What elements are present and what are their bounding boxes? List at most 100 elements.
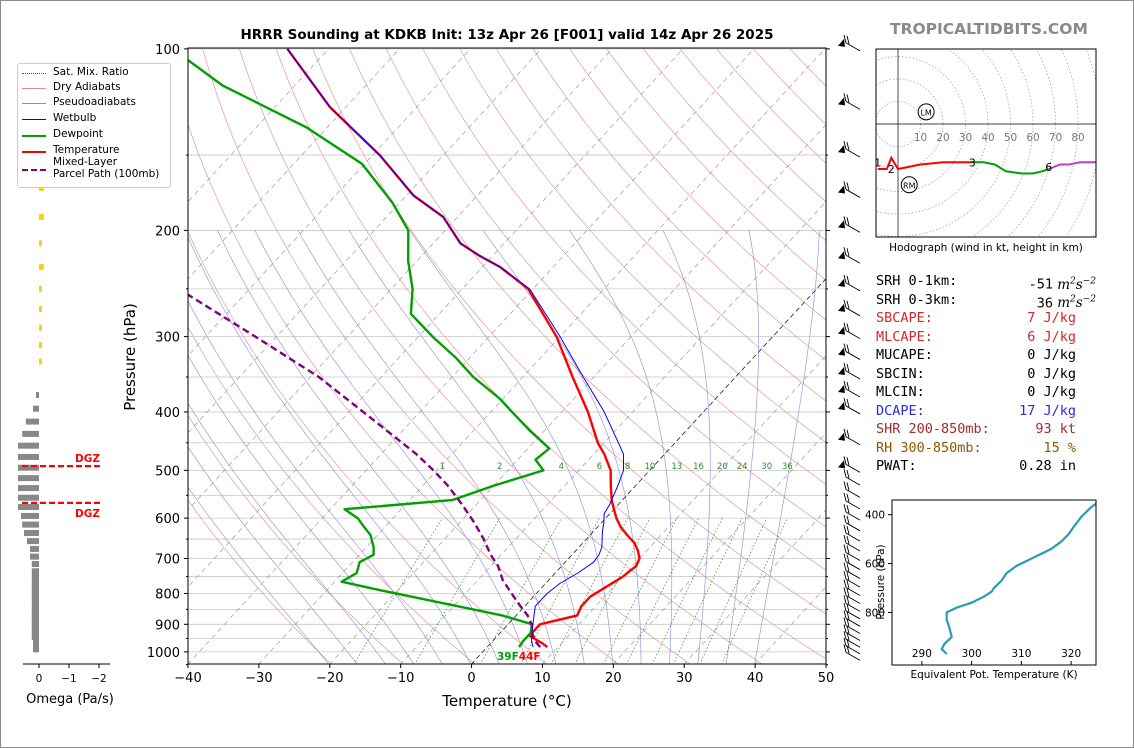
wind-barb <box>843 587 861 604</box>
dry-adiabat-line <box>459 48 826 443</box>
dry-adiabat-line <box>188 230 547 664</box>
omega-bar <box>18 442 39 449</box>
legend-swatch <box>22 119 46 120</box>
dgz-label: DGZ <box>75 508 100 520</box>
mixing-ratio-label: 10 <box>644 462 655 472</box>
dry-adiabat-line <box>188 414 404 664</box>
stat-number: 15 % <box>1043 439 1076 456</box>
wind-barb <box>843 504 861 521</box>
stat-row: SBCAPE: 7 J/kg <box>876 309 1106 328</box>
omega-bar <box>31 607 39 614</box>
dry-adiabat-line <box>422 48 826 485</box>
stat-value: 17 J/kg <box>1019 402 1076 421</box>
stat-label: SHR 200-850mb: <box>876 421 990 437</box>
series-wetbulb <box>286 48 624 648</box>
omega-panel: DGZ DGZ 0 −1 −2 Omega (Pa/s) <box>18 152 114 707</box>
omega-bar <box>22 521 39 528</box>
omega-bar <box>18 485 39 492</box>
legend-swatch <box>22 88 46 89</box>
hodograph-height-label: 1 <box>874 156 881 169</box>
stat-row: MLCAPE: 6 J/kg <box>876 328 1106 347</box>
isotherm-line <box>188 48 400 280</box>
stat-label: RH 300-850mb: <box>876 439 982 456</box>
pseudoadiabat-line <box>725 230 759 664</box>
y-tick-label: 200 <box>155 224 180 239</box>
mixing-ratio-label: 20 <box>717 462 728 472</box>
theta-e-x-tick-label: 320 <box>1061 648 1081 660</box>
isotherm-line <box>188 48 542 434</box>
hodograph-ring-label: 50 <box>1004 132 1017 144</box>
dry-adiabat-line <box>385 48 826 528</box>
stat-label: SRH 0-1km: <box>876 273 958 289</box>
y-tick-label: 700 <box>155 552 180 567</box>
wind-barb <box>843 534 861 552</box>
hodograph-caption: Hodograph (wind in kt, height in km) <box>889 242 1083 254</box>
wind-barb <box>843 624 861 641</box>
hodograph-height-label: 3 <box>969 156 976 169</box>
omega-bar <box>31 625 39 632</box>
wind-barb <box>838 216 861 233</box>
theta-e-x-tick-label: 310 <box>1011 648 1031 660</box>
legend-label: Sat. Mix. Ratio <box>53 66 129 78</box>
isotherm-line <box>188 48 613 511</box>
omega-bar <box>31 568 39 575</box>
hodograph-ring-label: 60 <box>1026 132 1039 144</box>
hodograph-ring-label: 30 <box>959 132 972 144</box>
mixing-ratio-line <box>414 517 501 664</box>
x-tick-label: 50 <box>818 671 835 686</box>
theta-e-line <box>940 502 1096 655</box>
mixing-ratio-line <box>353 517 443 664</box>
stat-unit: m2s−2 <box>1052 276 1096 293</box>
legend-label: Temperature <box>53 144 120 156</box>
mixing-ratio-line <box>603 517 678 664</box>
y-tick-label: 100 <box>155 43 180 58</box>
omega-bar <box>25 418 39 425</box>
omega-bar <box>31 616 39 623</box>
wind-barb <box>843 602 861 620</box>
omega-bar <box>18 453 39 460</box>
hodograph-ring-label: 70 <box>1049 132 1062 144</box>
stat-number: 17 J/kg <box>1019 402 1076 419</box>
stat-label: DCAPE: <box>876 402 925 419</box>
stat-value: 36 m2s−2 <box>1037 291 1096 313</box>
mixing-ratio-line <box>574 517 651 664</box>
wind-barb <box>843 631 861 648</box>
stat-number: 36 <box>1036 295 1053 311</box>
dry-adiabat-line <box>496 48 826 402</box>
wind-barb <box>838 247 861 264</box>
omega-bar <box>31 603 39 610</box>
x-tick-label: 40 <box>747 671 764 686</box>
pseudoadiabat-line <box>409 230 613 664</box>
x-axis-label: Temperature (°C) <box>441 692 571 710</box>
omega-bar <box>33 405 39 412</box>
y-axis-label: Pressure (hPa) <box>121 303 139 411</box>
omega-bar <box>31 629 39 636</box>
isotherm-line <box>400 201 826 664</box>
hodograph-ring-label: 80 <box>1071 132 1084 144</box>
stat-row: SBCIN: 0 J/kg <box>876 365 1106 384</box>
omega-bar <box>31 634 39 641</box>
series-temperature <box>286 48 641 649</box>
dry-adiabat-line <box>312 48 826 615</box>
y-tick-label: 800 <box>155 587 180 602</box>
hodograph-panel: 10 20 30 40 50 60 70 80 12 3 6 9 LM RM Hodograph (wind… <box>874 48 1097 254</box>
stat-number: -51 <box>1028 276 1053 293</box>
stat-number: 0 J/kg <box>1027 384 1076 400</box>
stat-value: 0 J/kg <box>1027 365 1076 384</box>
mixing-ratio-line <box>673 517 743 664</box>
theta-e-frame <box>891 499 1097 666</box>
hodograph-trace <box>877 155 973 171</box>
isotherm-line <box>683 509 826 664</box>
mixing-ratio-line <box>699 517 768 664</box>
stat-number: 0 J/kg <box>1027 365 1076 382</box>
storm-motion-label: LM <box>920 108 931 117</box>
theta-e-y-label: Pressure (hPa) <box>875 544 887 619</box>
pseudoadiabat-line <box>754 230 820 664</box>
series-dewpoint <box>188 58 551 648</box>
omega-bar-positive <box>39 285 42 292</box>
mixing-ratio-line <box>651 517 723 664</box>
wind-barb <box>843 553 861 571</box>
pseudoadiabat-line <box>217 230 500 664</box>
hodograph-ring-label: 20 <box>936 132 949 144</box>
